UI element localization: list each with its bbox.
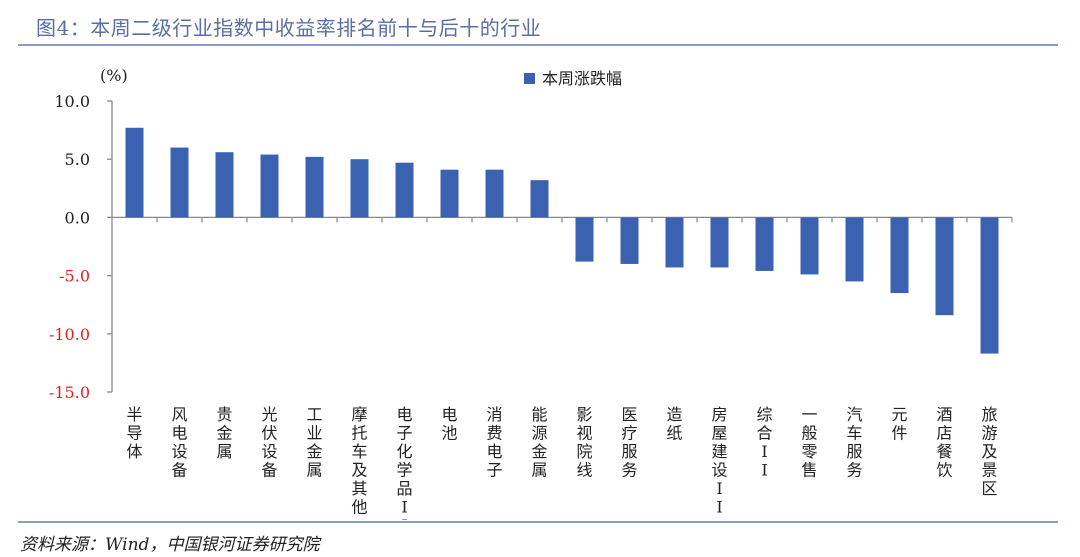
chart-axes: 10.0 5.0 0.0 -5.0 -10.0 -15.0 (%) xyxy=(49,66,1013,402)
category-label: 一般零售 xyxy=(801,405,817,480)
y-tick-label: -15.0 xyxy=(49,383,90,402)
bar xyxy=(980,217,999,354)
legend-swatch xyxy=(524,73,535,84)
category-label: 汽车服务 xyxy=(846,405,862,480)
footer-divider xyxy=(18,521,1058,523)
bar xyxy=(350,159,369,218)
bar xyxy=(170,147,189,218)
bar xyxy=(395,162,414,218)
category-label: 消费电子 xyxy=(486,405,502,480)
chart-title: 图4：本周二级行业指数中收益率排名前十与后十的行业 xyxy=(36,16,542,40)
bar xyxy=(890,217,909,294)
bar xyxy=(800,217,819,275)
category-label: 元件 xyxy=(891,405,907,443)
category-label: 贵金属 xyxy=(216,405,232,461)
category-label: 医疗服务 xyxy=(621,405,637,480)
bar xyxy=(260,154,279,218)
bar xyxy=(845,217,864,282)
bar xyxy=(215,152,234,218)
y-tick-label: 0.0 xyxy=(65,208,90,227)
y-tick-label: -5.0 xyxy=(59,267,90,286)
category-label: 光伏设备 xyxy=(261,405,277,480)
category-label: 酒店餐饮 xyxy=(936,405,952,480)
y-tick-label: 10.0 xyxy=(54,92,90,111)
bar xyxy=(125,127,144,218)
bar xyxy=(305,156,324,218)
bar xyxy=(710,217,729,268)
bar xyxy=(575,217,594,262)
bar xyxy=(665,217,684,268)
category-label: 能源金属 xyxy=(531,405,547,480)
source-note: 资料来源：Wind，中国银河证券研究院 xyxy=(20,535,320,555)
category-label: 造纸 xyxy=(666,405,682,443)
y-tick-label: -10.0 xyxy=(49,325,90,344)
chart-bars xyxy=(125,127,999,354)
category-label: 电池 xyxy=(441,405,457,443)
bar xyxy=(620,217,639,264)
chart-legend: 本周涨跌幅 xyxy=(524,69,622,88)
category-label: 综合 I I xyxy=(756,405,772,480)
bar xyxy=(530,180,549,218)
bar xyxy=(755,217,774,271)
title-divider xyxy=(18,44,1058,46)
bar xyxy=(935,217,954,316)
category-labels: 半导体 风电设备 贵金属 光伏设备 工业金属 摩托车及其他 电子化学品II 电池 消费电子 能源金… xyxy=(126,405,997,520)
category-label: 工业金属 xyxy=(306,405,322,480)
category-label: 电子化学品II xyxy=(396,405,412,520)
category-label: 旅游及景区 xyxy=(981,405,997,498)
y-unit-label: (%) xyxy=(100,66,128,85)
bar xyxy=(440,169,459,218)
bar xyxy=(485,169,504,218)
legend-label: 本周涨跌幅 xyxy=(542,69,622,88)
bar-chart: 10.0 5.0 0.0 -5.0 -10.0 -15.0 (%) 半导体 风电设备 贵金属 光伏… xyxy=(49,66,1013,520)
category-label: 摩托车及其他 xyxy=(351,405,367,517)
category-label: 影视院线 xyxy=(576,405,592,480)
y-tick-label: 5.0 xyxy=(65,150,90,169)
category-label: 风电设备 xyxy=(171,405,187,480)
category-label: 半导体 xyxy=(126,405,142,461)
category-label: 房屋建设 I I xyxy=(711,405,727,517)
